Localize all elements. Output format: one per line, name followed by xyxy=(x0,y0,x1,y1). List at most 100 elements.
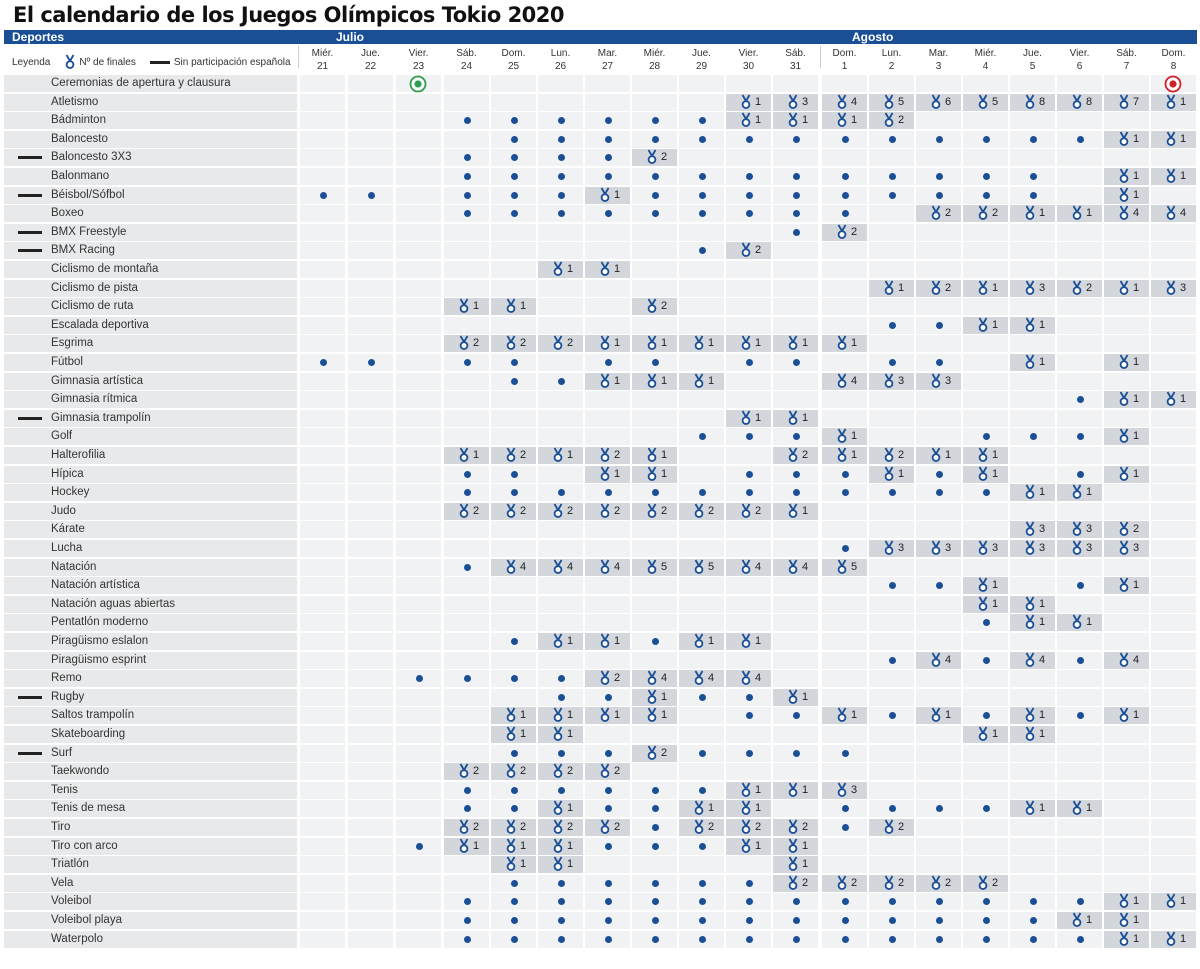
schedule-cell xyxy=(726,930,771,948)
schedule-cell xyxy=(916,763,961,781)
finals-count: 2 xyxy=(520,449,527,461)
medal-icon xyxy=(694,800,704,816)
event-dot xyxy=(652,489,659,497)
sport-cell: Kárate xyxy=(4,521,297,539)
medal-icon xyxy=(1119,893,1129,909)
schedule-cell xyxy=(348,93,393,111)
no-spain-dash-icon xyxy=(18,193,42,197)
schedule-cell xyxy=(632,279,677,297)
schedule-cell xyxy=(963,186,1008,204)
schedule-cell xyxy=(300,130,345,148)
schedule-cell xyxy=(869,391,914,409)
sport-row: Judo 2 2 2 2 2 2 2 1 xyxy=(4,502,1197,520)
header-divider xyxy=(298,46,299,68)
schedule-cell: 2 xyxy=(869,819,914,836)
schedule-cell xyxy=(726,75,771,92)
schedule-cell xyxy=(1057,409,1102,427)
schedule-cell xyxy=(444,372,489,390)
schedule-cell xyxy=(726,465,771,483)
event-dot xyxy=(699,879,706,887)
finals-count: 1 xyxy=(614,635,621,647)
medal-icon xyxy=(553,800,563,816)
medal-icon xyxy=(694,670,704,686)
medal-icon xyxy=(1025,354,1035,369)
schedule-cell: 3 xyxy=(916,372,961,390)
schedule-cell xyxy=(396,391,441,409)
schedule-cell xyxy=(300,800,345,818)
finals-count: 1 xyxy=(1086,802,1093,815)
schedule-cell: 1 xyxy=(1151,893,1196,911)
schedule-cell xyxy=(869,595,914,613)
finals-count: 1 xyxy=(567,449,574,461)
sport-cell: Baloncesto 3X3 xyxy=(4,149,297,167)
schedule-cell xyxy=(632,614,677,632)
schedule-cell xyxy=(773,428,818,446)
schedule-cell xyxy=(1151,856,1196,874)
schedule-cell xyxy=(963,837,1008,855)
schedule-cell xyxy=(300,651,345,669)
schedule-cell xyxy=(679,75,724,92)
event-dot xyxy=(605,210,612,218)
schedule-cell: 1 xyxy=(869,279,914,297)
page-title: El calendario de los Juegos Olímpicos To… xyxy=(13,3,565,27)
schedule-cell xyxy=(300,781,345,799)
sport-row: Atletismo 1 3 4 5 6 5 8 8 7 1 xyxy=(4,93,1197,111)
medal-icon xyxy=(694,503,704,518)
medal-icon xyxy=(600,261,610,276)
sport-name: Surf xyxy=(51,746,73,759)
schedule-cell xyxy=(1104,261,1149,278)
medal-icon xyxy=(694,819,704,834)
schedule-cell xyxy=(300,409,345,427)
schedule-cell: 2 xyxy=(491,447,536,464)
sport-cell: Tiro con arco xyxy=(4,837,297,855)
medal-icon xyxy=(600,335,610,351)
schedule-cell xyxy=(1104,763,1149,781)
schedule-cell xyxy=(538,651,583,669)
medal-icon xyxy=(506,819,516,834)
schedule-cell xyxy=(916,391,961,409)
schedule-cell xyxy=(348,893,393,911)
schedule-cell xyxy=(632,930,677,948)
schedule-cell xyxy=(491,409,536,427)
schedule-cell xyxy=(963,242,1008,260)
schedule-cell xyxy=(679,112,724,130)
schedule-cell xyxy=(300,484,345,502)
schedule-cell xyxy=(963,428,1008,446)
schedule-cell xyxy=(726,874,771,892)
event-dot xyxy=(605,117,612,125)
schedule-cell xyxy=(869,577,914,595)
schedule-cell xyxy=(822,893,867,911)
schedule-cell xyxy=(300,149,345,167)
finals-count: 2 xyxy=(1133,523,1140,536)
schedule-cell xyxy=(632,577,677,595)
event-dot xyxy=(699,247,706,255)
schedule-cell xyxy=(632,837,677,855)
medal-icon xyxy=(506,856,516,872)
sport-name: Halterofilia xyxy=(51,449,106,461)
schedule-cell xyxy=(632,800,677,818)
schedule-cell xyxy=(679,707,724,725)
schedule-cell xyxy=(348,242,393,260)
schedule-cell xyxy=(444,800,489,818)
schedule-cell xyxy=(632,781,677,799)
schedule-cell xyxy=(538,186,583,204)
schedule-cell xyxy=(726,484,771,502)
schedule-cell xyxy=(679,893,724,911)
schedule-cell xyxy=(869,168,914,185)
event-dot xyxy=(558,935,565,943)
finals-count: 4 xyxy=(755,560,762,573)
event-dot xyxy=(842,191,849,199)
finals-count: 1 xyxy=(1133,467,1140,480)
event-dot xyxy=(793,135,800,143)
sport-name: Pentatlón moderno xyxy=(51,616,149,629)
schedule-cell xyxy=(1010,744,1055,762)
schedule-cell: 4 xyxy=(491,558,536,576)
event-dot xyxy=(652,824,659,831)
medal-icon xyxy=(1166,893,1176,909)
event-dot xyxy=(605,749,612,757)
schedule-cell xyxy=(491,130,536,148)
schedule-cell xyxy=(444,540,489,557)
day-header: Sáb. 31 xyxy=(773,47,818,73)
medal-icon xyxy=(741,94,751,109)
schedule-cell xyxy=(1151,409,1196,427)
